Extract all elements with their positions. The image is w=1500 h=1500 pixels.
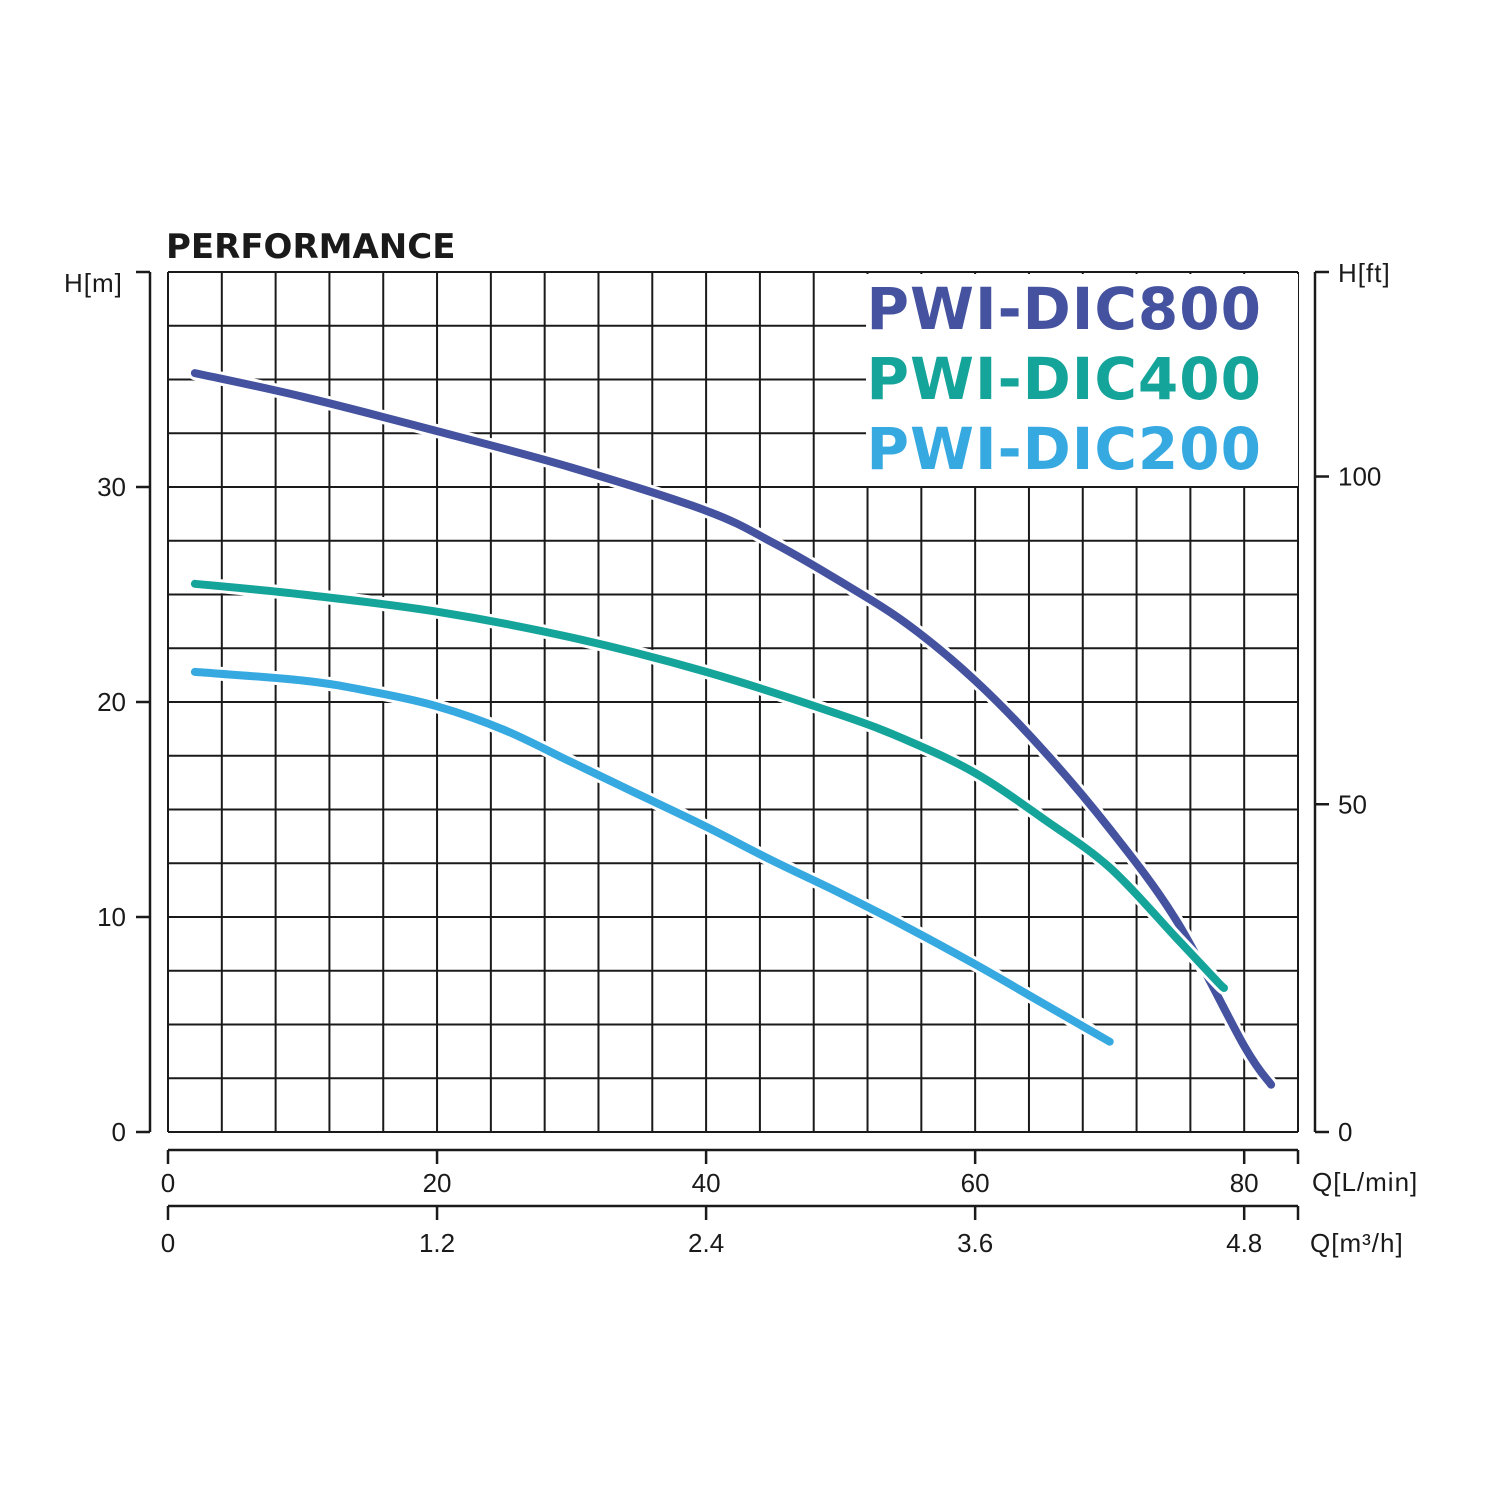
series-line-pwi-dic200	[190, 667, 1114, 1046]
legend-item-pwi-dic800: PWI-DIC800	[867, 275, 1263, 343]
x-bottom-tick-label: 2.4	[688, 1228, 724, 1258]
x-bottom-tick-label: 0	[161, 1228, 175, 1258]
x-bottom-tick-label: 4.8	[1226, 1228, 1262, 1258]
series-line-pwi-dic800	[190, 369, 1276, 1089]
x-top-tick-label: 80	[1230, 1168, 1259, 1198]
y-left-tick-label: 0	[112, 1117, 126, 1147]
x-top-tick-label: 20	[423, 1168, 452, 1198]
y-right-tick-label: 0	[1338, 1117, 1352, 1147]
y-left-tick-label: 30	[97, 472, 126, 502]
y-right-tick-label: 100	[1338, 462, 1381, 492]
chart-series	[187, 366, 1279, 1092]
x-bottom-tick-label: 1.2	[419, 1228, 455, 1258]
chart-title: PERFORMANCE	[166, 227, 455, 267]
x-bottom-tick-label: 3.6	[957, 1228, 993, 1258]
x-top-tick-label: 40	[692, 1168, 721, 1198]
x-top-axis-label: Q[L/min]	[1312, 1167, 1418, 1197]
legend-item-pwi-dic400: PWI-DIC400	[867, 345, 1263, 413]
legend-box	[866, 274, 1298, 486]
series-line-pwi-dic400	[190, 579, 1228, 992]
x-top-tick-label: 60	[961, 1168, 990, 1198]
y-left-axis-label: H[m]	[64, 268, 123, 298]
chart-axes: 0 10 20 30 0 50 100 0 20 40 60 80 0 1.2 2.4 3.6 4.8	[97, 270, 1381, 1258]
y-left-tick-label: 20	[97, 687, 126, 717]
x-bottom-axis-label: Q[m³/h]	[1310, 1228, 1404, 1258]
x-top-tick-label: 0	[161, 1168, 175, 1198]
legend-item-pwi-dic200: PWI-DIC200	[867, 415, 1263, 483]
y-left-tick-label: 10	[97, 902, 126, 932]
y-right-axis-label: H[ft]	[1338, 258, 1391, 288]
y-right-tick-label: 50	[1338, 789, 1367, 819]
